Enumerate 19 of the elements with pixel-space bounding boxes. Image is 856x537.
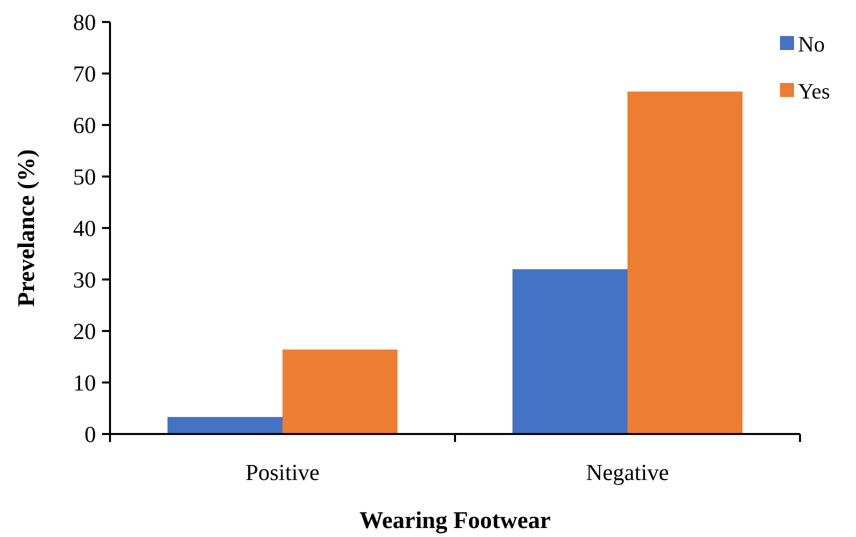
x-tick-label: Positive bbox=[245, 460, 320, 485]
y-tick-label: 30 bbox=[73, 268, 96, 293]
bar bbox=[168, 417, 282, 434]
legend-label: No bbox=[798, 32, 825, 57]
y-tick-label: 60 bbox=[73, 113, 96, 138]
bar bbox=[282, 350, 398, 434]
x-axis-title: Wearing Footwear bbox=[359, 508, 551, 534]
y-tick-label: 50 bbox=[73, 164, 96, 190]
y-tick-label: 80 bbox=[73, 10, 96, 36]
y-tick-label: 70 bbox=[73, 62, 96, 87]
y-tick-label: 40 bbox=[73, 216, 96, 242]
bar bbox=[512, 269, 628, 434]
y-axis-title: Prevelance (%) bbox=[14, 149, 40, 307]
x-tick-label: Negative bbox=[586, 460, 670, 485]
y-tick-label: 0 bbox=[84, 422, 96, 448]
y-tick-label: 20 bbox=[73, 319, 96, 344]
bar bbox=[628, 92, 742, 434]
legend-label: Yes bbox=[798, 78, 830, 104]
y-tick-label: 10 bbox=[73, 370, 96, 396]
